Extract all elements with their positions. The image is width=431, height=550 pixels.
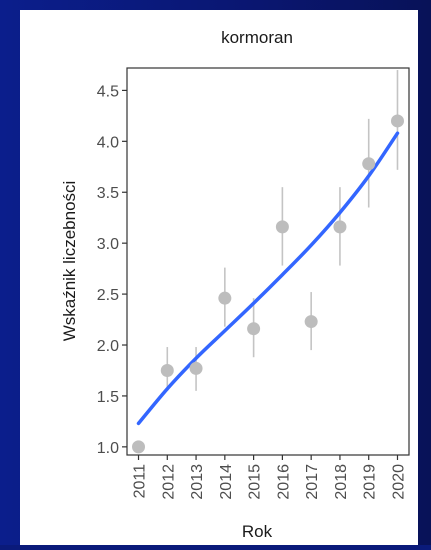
data-point — [132, 440, 146, 454]
y-tick-label: 4.0 — [97, 134, 119, 151]
x-tick-label: 2018 — [333, 464, 350, 500]
data-point — [275, 220, 289, 234]
data-point — [218, 291, 232, 305]
x-tick-label: 2012 — [160, 464, 177, 500]
data-point — [304, 315, 318, 329]
trend-line — [136, 131, 400, 426]
y-tick-label: 4.5 — [97, 83, 119, 100]
y-axis: 1.0 1.5 2.0 2.5 3.0 3.5 4.0 4.5 — [97, 83, 127, 457]
y-tick-label: 1.0 — [97, 440, 119, 457]
plot-border — [126, 67, 410, 456]
y-tick-label: 3.0 — [97, 236, 119, 253]
chart-title: kormoran — [221, 28, 293, 47]
chart-panel: kormoran 1.0 1.5 2.0 2.5 3.0 3.5 4.0 4.5 2011 20… — [20, 10, 418, 545]
x-axis: 2011 2012 2013 2014 2015 2016 2017 2018 2019 2020 — [132, 455, 407, 500]
x-tick-label: 2015 — [247, 464, 264, 500]
x-tick-label: 2019 — [362, 464, 379, 500]
y-tick-label: 2.5 — [97, 287, 119, 304]
y-tick-label: 3.5 — [97, 185, 119, 202]
y-tick-label: 2.0 — [97, 338, 119, 355]
data-point — [247, 322, 261, 336]
data-point — [362, 157, 376, 171]
data-point — [390, 114, 404, 128]
x-tick-label: 2013 — [189, 464, 206, 500]
x-tick-label: 2016 — [275, 464, 292, 500]
data-point — [333, 220, 347, 234]
y-tick-label: 1.5 — [97, 389, 119, 406]
x-tick-label: 2020 — [390, 464, 407, 500]
chart: kormoran 1.01.52.02.53.03.54.04.5 2011 20… — [60, 28, 410, 541]
x-axis-label: Rok — [242, 522, 273, 541]
x-tick-label: 2011 — [132, 464, 149, 499]
x-tick-label: 2017 — [304, 464, 321, 500]
data-points — [132, 114, 404, 454]
data-point — [160, 363, 174, 377]
x-tick-label: 2014 — [218, 464, 235, 500]
trend-line-group — [136, 131, 400, 426]
y-axis-label: Wskaźnik liczebności — [60, 181, 79, 342]
data-point — [189, 361, 203, 375]
